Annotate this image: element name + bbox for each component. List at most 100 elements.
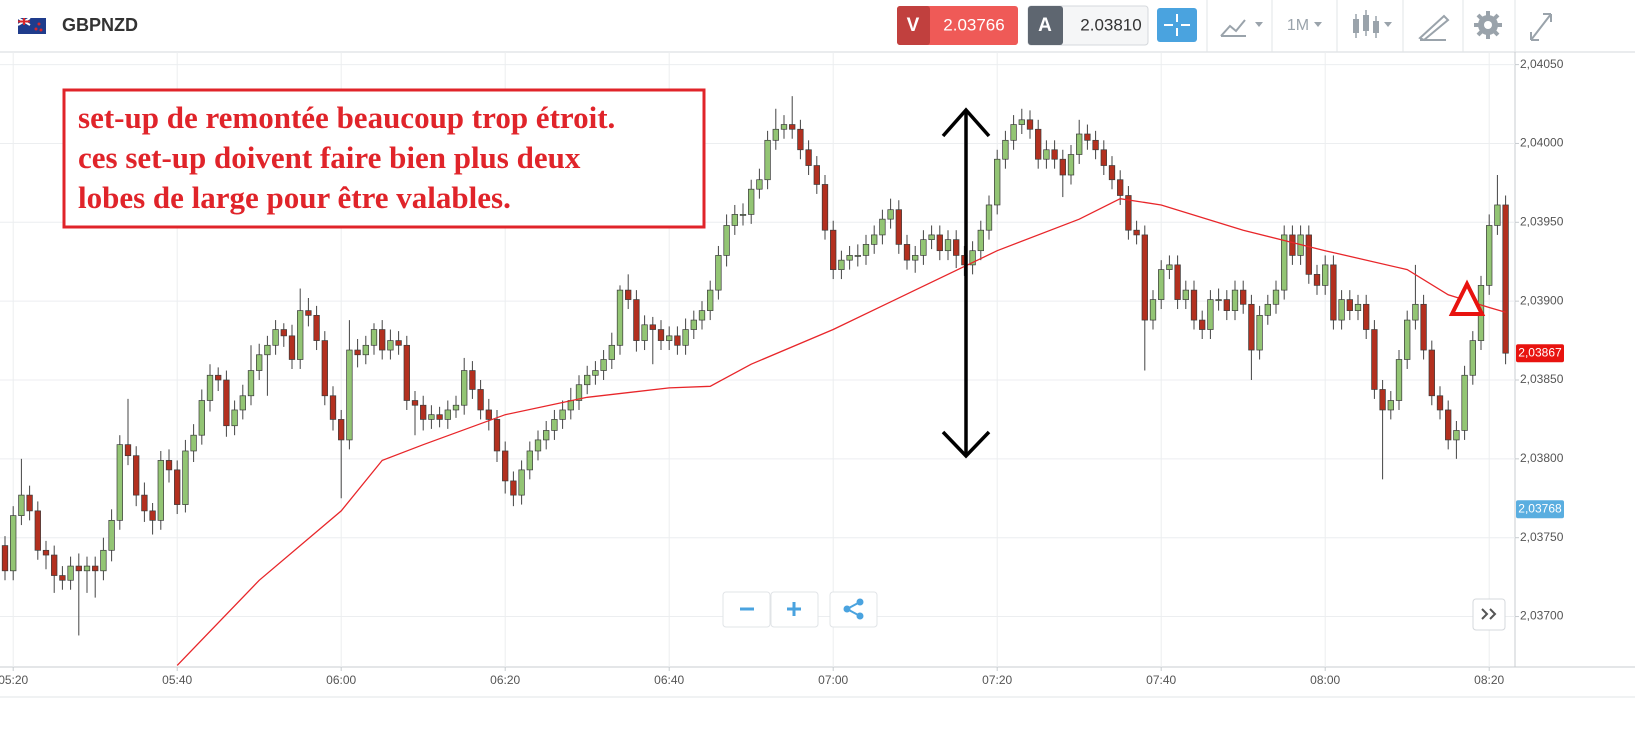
candle-body	[707, 289, 714, 311]
candle-body	[1166, 264, 1173, 270]
candle-body	[1248, 303, 1255, 351]
candle-body	[764, 139, 771, 181]
x-tick-label: 05:20	[0, 673, 29, 687]
buy-price: 2.03810	[1080, 15, 1141, 34]
candle-body	[280, 329, 287, 337]
candle-body	[723, 225, 730, 256]
candle-body	[698, 310, 706, 321]
candle-body	[83, 565, 91, 572]
candle-body	[994, 158, 1001, 206]
candle-body	[797, 128, 804, 151]
candle-body	[912, 255, 919, 261]
candle-body	[116, 444, 123, 521]
candle-body	[534, 439, 542, 452]
candle-body	[1453, 430, 1460, 441]
candle-body	[1117, 179, 1124, 196]
candle-body	[748, 188, 755, 215]
candle-body	[903, 244, 911, 261]
candle-body	[666, 335, 673, 341]
candle-body	[543, 430, 550, 441]
x-tick-label: 06:20	[490, 673, 520, 687]
candle-body	[1240, 289, 1247, 305]
y-tick-label: 2,03850	[1520, 372, 1564, 386]
draw-button[interactable]	[1418, 14, 1450, 42]
candle-body	[1043, 149, 1050, 160]
candle-body	[411, 400, 419, 406]
candle-body	[1141, 234, 1148, 321]
sell-button[interactable]: V 2.03766	[897, 6, 1018, 45]
candle-body	[141, 494, 148, 512]
candle-body	[1108, 165, 1116, 181]
candle-body	[338, 419, 345, 441]
candle-body	[830, 229, 837, 270]
candle-body	[846, 255, 853, 261]
y-tick-label: 2,04000	[1520, 136, 1564, 150]
candle-body	[1486, 225, 1493, 286]
candle-body	[1051, 149, 1058, 160]
fullscreen-button[interactable]	[1530, 13, 1552, 41]
settings-button[interactable]	[1474, 11, 1502, 39]
candle-body	[944, 239, 952, 252]
candle-body	[370, 329, 378, 346]
candle-body	[1281, 234, 1288, 291]
candle-body	[1002, 139, 1009, 160]
buy-label: A	[1038, 15, 1052, 36]
candle-body	[379, 329, 386, 351]
candle-body	[1387, 400, 1394, 411]
y-tick-label: 2,03700	[1520, 609, 1564, 623]
crosshair-button[interactable]	[1157, 8, 1197, 42]
candle-body	[1149, 299, 1157, 321]
candle-body	[1125, 195, 1132, 231]
candle-body	[953, 239, 960, 256]
candle-body	[1100, 149, 1107, 166]
candle-body	[321, 340, 328, 397]
timeframe: 1M	[1287, 17, 1309, 34]
price-tag	[1516, 500, 1564, 519]
candle-body	[469, 370, 476, 390]
candle-body	[420, 404, 427, 420]
candle-body	[59, 575, 66, 581]
candle-body	[1010, 124, 1017, 141]
candle-body	[1133, 229, 1140, 236]
sell-price: 2.03766	[943, 15, 1004, 34]
candle-body	[26, 494, 33, 512]
candle-body	[1338, 299, 1345, 321]
candle-body	[985, 204, 993, 231]
candle-body	[108, 519, 115, 551]
candle-body	[264, 344, 271, 356]
candle-body	[428, 414, 435, 420]
zoom-in-button[interactable]	[770, 591, 819, 628]
scroll-end-button[interactable]	[1472, 598, 1506, 631]
compare-button[interactable]	[1220, 19, 1263, 37]
share-button[interactable]	[829, 591, 878, 628]
price-tag-label: 2,03768	[1518, 501, 1562, 515]
candle-body	[1502, 204, 1509, 354]
candle-body	[649, 324, 656, 330]
candle-body	[1182, 289, 1189, 300]
candle-body	[731, 214, 738, 226]
candle-body	[821, 184, 829, 231]
candle-body	[1092, 139, 1099, 151]
candle-body	[575, 384, 583, 401]
candle-body	[641, 324, 648, 341]
candle-body	[51, 554, 58, 576]
candle-body	[42, 549, 50, 556]
candle-body	[920, 239, 927, 256]
candle-body	[403, 344, 410, 401]
chart-type-button[interactable]	[1353, 10, 1392, 38]
candle-body	[133, 455, 140, 496]
candle-body	[1084, 133, 1091, 141]
candle-body	[1428, 349, 1435, 397]
candle-body	[1371, 329, 1378, 390]
axes: 2,03700 2,03750 2,03800 2,03850 2,03900 2,039…	[0, 57, 1564, 687]
candle-body	[1313, 273, 1321, 286]
candle-body	[272, 329, 279, 346]
buy-button[interactable]: A 2.03810	[1027, 5, 1149, 46]
zoom-out-button[interactable]	[722, 591, 771, 628]
candle-body	[1067, 154, 1075, 176]
timeframe-button[interactable]: 1M	[1287, 17, 1322, 34]
candle-body	[682, 329, 689, 346]
candle-body	[215, 374, 222, 381]
annotation-box	[62, 88, 706, 229]
candle-body	[239, 395, 246, 411]
